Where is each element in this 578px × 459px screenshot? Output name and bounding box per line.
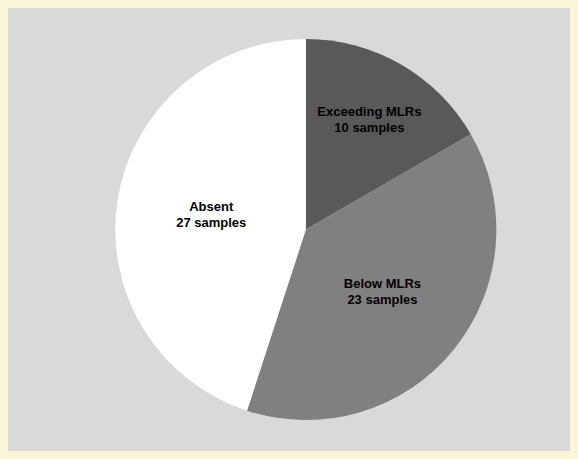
svg-text:Absent27 samples: Absent27 samples (176, 199, 246, 231)
svg-text:Exceeding MLRs10 samples: Exceeding MLRs10 samples (317, 104, 421, 136)
svg-text:Below MLRs23 samples: Below MLRs23 samples (344, 276, 421, 308)
